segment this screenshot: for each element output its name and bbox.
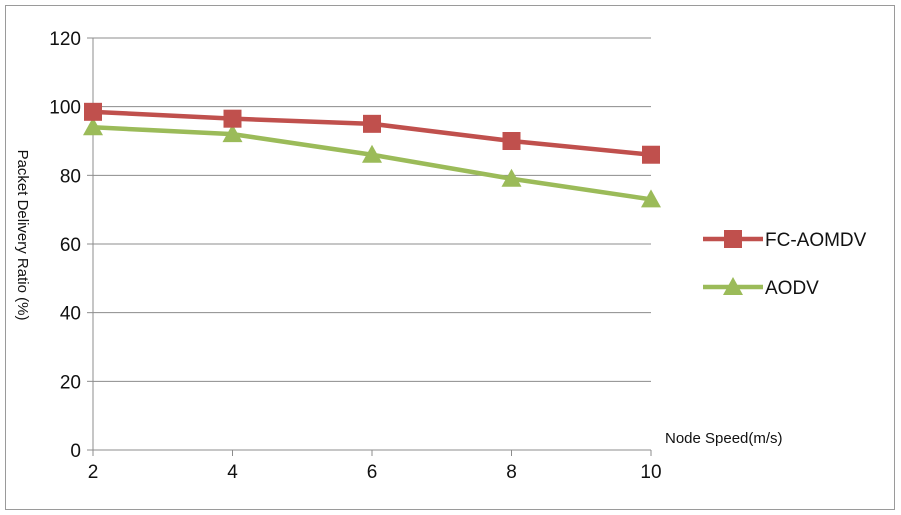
legend-marker	[724, 230, 742, 248]
legend-marker	[723, 277, 743, 295]
y-tick-label: 0	[70, 441, 81, 462]
x-tick-label: 4	[227, 462, 238, 483]
data-point-aodv	[501, 168, 522, 187]
legend-entry-fc-aomdv: FC-AOMDV	[703, 230, 867, 251]
data-point-aodv	[83, 117, 103, 136]
data-point-fc-aomdv	[642, 145, 660, 164]
y-tick-label: 120	[49, 29, 81, 50]
legend-entry-aodv: AODV	[703, 277, 819, 299]
y-tick-label: 80	[60, 166, 81, 187]
y-tick-labels: 0 20 40 60 80 100 120	[49, 29, 81, 462]
y-tick-label: 60	[60, 235, 81, 256]
x-tick-label: 6	[367, 462, 378, 483]
series-fc-aomdv	[84, 102, 660, 164]
x-tick-label: 10	[640, 462, 661, 483]
legend: FC-AOMDV AODV	[703, 230, 867, 299]
legend-label: FC-AOMDV	[765, 230, 867, 251]
legend-label: AODV	[765, 278, 819, 299]
y-axis-label: Packet Delivery Ratio (%)	[14, 150, 31, 321]
x-tick-labels: 2 4 6 8 10	[88, 462, 662, 483]
data-point-aodv	[222, 124, 243, 143]
y-tick-label: 100	[49, 98, 81, 119]
x-axis-label: Node Speed(m/s)	[665, 430, 783, 447]
series-layer	[83, 102, 661, 208]
y-tick-label: 20	[60, 372, 81, 393]
series-aodv	[83, 117, 661, 208]
y-tick-label: 40	[60, 304, 81, 325]
axes	[87, 37, 652, 456]
data-point-fc-aomdv	[223, 109, 242, 128]
data-point-fc-aomdv	[84, 102, 102, 121]
chart-frame	[5, 5, 895, 510]
data-point-aodv	[641, 189, 661, 208]
data-point-aodv	[362, 144, 382, 163]
series-line-aodv	[92, 125, 652, 202]
x-tick-label: 2	[88, 462, 99, 483]
data-point-fc-aomdv	[502, 132, 521, 150]
x-tick-label: 8	[506, 462, 517, 483]
data-point-fc-aomdv	[363, 114, 381, 133]
gridlines	[93, 37, 651, 382]
